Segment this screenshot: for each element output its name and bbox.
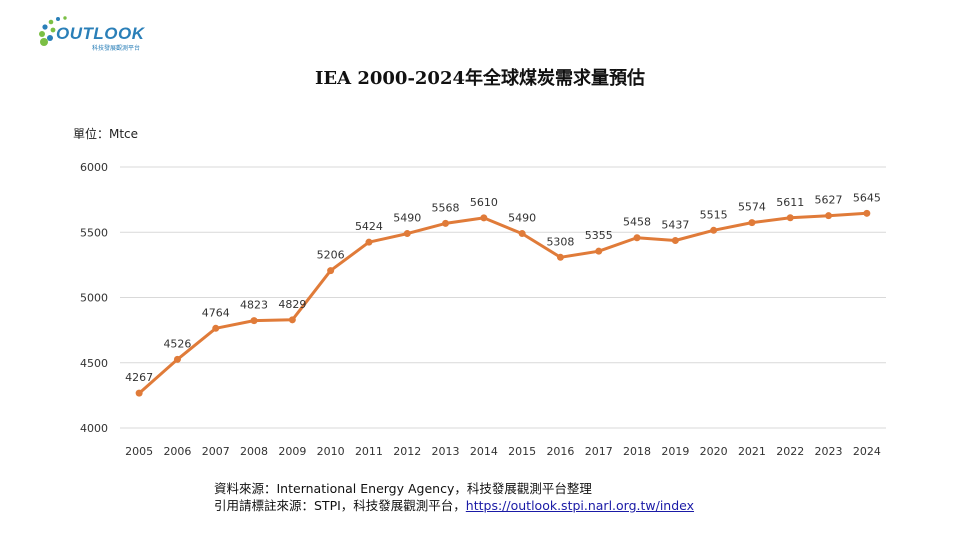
x-tick-label: 2009 [278,445,306,458]
data-point [327,267,335,275]
source-citation: 引用請標註來源：STPI，科技發展觀測平台， [214,498,466,513]
data-point [250,317,258,325]
data-point [480,214,488,222]
data-point [671,236,679,244]
logo-subtitle: 科技發展觀測平台 [92,45,141,52]
data-point [863,209,871,217]
logo-mark-icon [39,16,67,46]
data-point [212,324,220,332]
data-point [825,212,833,220]
x-tick-label: 2019 [661,445,689,458]
x-tick-label: 2016 [546,445,574,458]
x-tick-label: 2017 [585,445,613,458]
x-tick-label: 2020 [700,445,728,458]
source-note: 資料來源：International Energy Agency，科技發展觀測平… [214,480,694,514]
data-label: 5458 [623,216,651,229]
data-label: 5355 [585,229,613,242]
data-label: 5645 [853,191,881,204]
data-point [595,247,603,255]
data-point [365,238,373,246]
data-point [786,214,794,222]
chart-title: IEA 2000-2024年全球煤炭需求量預估 [314,68,646,89]
x-tick-label: 2008 [240,445,268,458]
data-point [633,234,641,242]
x-tick-label: 2021 [738,445,766,458]
x-tick-label: 2018 [623,445,651,458]
y-tick-label: 6000 [80,161,108,174]
data-point [748,219,756,227]
logo-brand: OUTLOOK [56,24,145,43]
source-line-1: 資料來源：International Energy Agency，科技發展觀測平… [214,481,592,496]
data-label: 5490 [508,212,536,225]
data-label: 5515 [700,208,728,221]
data-label: 5574 [738,201,766,214]
data-label: 4267 [125,371,153,384]
x-tick-label: 2011 [355,445,383,458]
y-tick-label: 5500 [80,226,108,239]
data-point [288,316,296,324]
data-label: 5627 [815,194,843,207]
data-point [403,230,411,238]
x-tick-label: 2006 [163,445,191,458]
x-tick-label: 2013 [432,445,460,458]
data-label: 5437 [661,218,689,231]
data-label: 5308 [546,235,574,248]
data-label: 5490 [393,212,421,225]
data-label: 4823 [240,299,268,312]
data-label: 5424 [355,220,383,233]
series-line [138,211,867,395]
y-tick-label: 5000 [80,292,108,305]
y-tick-label: 4000 [80,422,108,435]
x-tick-label: 2010 [317,445,345,458]
source-link[interactable]: https://outlook.stpi.narl.org.tw/index [465,498,695,513]
data-label: 5610 [470,196,498,209]
data-point [135,389,143,397]
x-tick-label: 2007 [202,445,230,458]
source-line-2: 引用請標註來源：STPI，科技發展觀測平台，https://outlook.st… [214,497,694,514]
data-point [556,253,564,261]
outlook-logo: OUTLOOK 科技發展觀測平台 [36,14,146,54]
x-tick-label: 2005 [125,445,153,458]
x-tick-label: 2022 [776,445,804,458]
x-tick-label: 2014 [470,445,498,458]
x-tick-label: 2023 [815,445,843,458]
data-point [710,226,718,234]
data-point [518,230,526,238]
data-label: 5611 [776,196,804,209]
data-label: 4764 [202,306,230,319]
data-point [173,355,181,363]
data-point [442,219,450,227]
data-label: 5206 [317,249,345,262]
unit-label: 單位：Mtce [73,127,139,141]
data-label: 4526 [163,337,191,350]
x-tick-label: 2015 [508,445,536,458]
x-tick-label: 2012 [393,445,421,458]
data-label: 5568 [432,201,460,214]
x-tick-label: 2024 [853,445,881,458]
y-tick-label: 4500 [80,357,108,370]
data-label: 4829 [278,298,306,311]
